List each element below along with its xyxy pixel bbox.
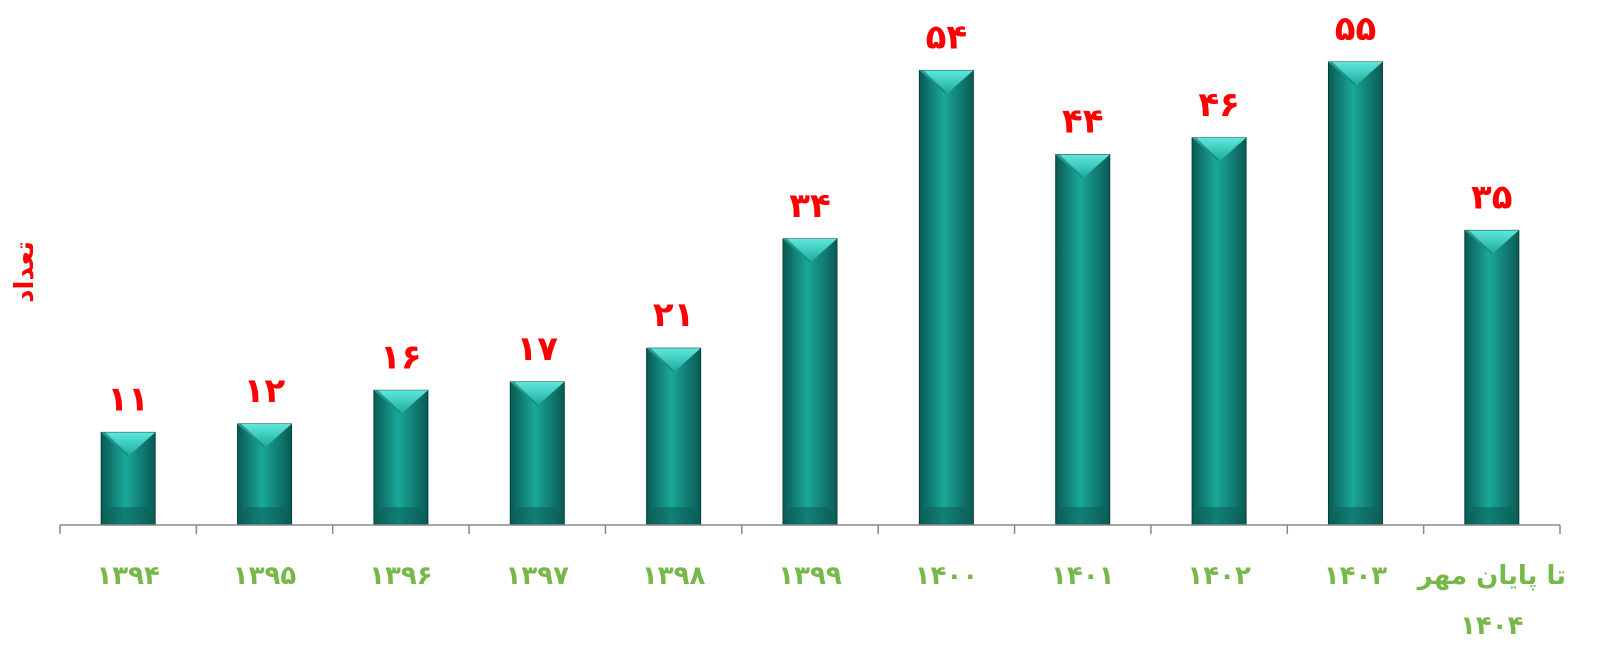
bars-layer: [100, 61, 1520, 526]
category-label: ۱۴۰۰: [915, 561, 978, 591]
bar: [237, 423, 293, 526]
bar: [1055, 154, 1111, 526]
bar-base: [1464, 507, 1519, 525]
bar-cap-shade: [783, 238, 810, 263]
bar: [373, 389, 429, 526]
bar-body: [646, 347, 702, 526]
bar-cap: [101, 432, 156, 457]
bar-cap-shade: [1192, 137, 1220, 162]
bar: [782, 238, 838, 526]
bar-cap-shade: [919, 70, 947, 95]
category-labels: ۱۳۹۴ ۱۳۹۵ ۱۳۹۶ ۱۳۹۷ ۱۳۹۸ ۱۳۹۹ ۱۴۰۰ ۱۴۰۱ ۱۴۰۲ ۱۴۰۳…: [96, 561, 1566, 641]
value-label: ۵۴: [926, 17, 968, 57]
bar-cap: [783, 238, 837, 263]
value-label: ۱۲: [244, 371, 286, 411]
value-labels: ۱۱ ۱۲ ۱۶ ۱۷ ۲۱ ۳۴ ۵۴ ۴۴ ۴۶ ۵۵ ۳۵: [107, 9, 1512, 419]
category-label: ۱۳۹۸: [642, 561, 706, 591]
bar: [646, 347, 702, 526]
bar-cap: [646, 348, 701, 373]
value-label: ۱۷: [517, 329, 559, 369]
y-axis-label: تعداد: [10, 241, 40, 303]
bar-body: [1327, 61, 1383, 526]
bar-base: [646, 507, 701, 525]
category-label: ۱۳۹۷: [506, 561, 570, 591]
bar-cap-shade: [373, 390, 401, 415]
value-label: ۴۶: [1198, 85, 1240, 125]
bar-base: [1328, 507, 1383, 525]
bar: [100, 431, 156, 526]
bar-body: [1464, 229, 1520, 526]
category-label: ۱۳۹۵: [233, 561, 297, 591]
category-label: ۱۴۰۱: [1051, 561, 1114, 591]
category-label: تا پایان مهر ۱۴۰۴: [1416, 561, 1566, 641]
bar-cap-shade: [101, 432, 129, 457]
bar-cap: [1328, 62, 1383, 86]
bar-cap: [510, 381, 565, 406]
x-axis-ticks: [59, 525, 1561, 534]
bar: [1191, 137, 1247, 526]
bar-cap-shade: [646, 348, 674, 373]
bar-cap-shade: [1055, 154, 1083, 179]
bar: [918, 69, 974, 526]
bar-cap-shade: [1464, 230, 1492, 255]
category-label: ۱۴۰۲: [1187, 561, 1251, 591]
value-label: ۳۴: [789, 186, 831, 226]
bar-cap-shade: [237, 423, 265, 448]
bar: [509, 381, 565, 526]
category-label: ۱۳۹۶: [369, 561, 432, 591]
bar-cap: [1192, 137, 1247, 162]
bar-body: [1055, 154, 1111, 526]
bar-cap: [919, 70, 974, 95]
bar-body: [918, 69, 974, 526]
bar-base: [373, 507, 428, 525]
category-label: ۱۳۹۹: [778, 561, 842, 591]
value-label: ۱۱: [107, 379, 149, 419]
bar-base: [510, 507, 565, 525]
category-label: ۱۳۹۴: [96, 561, 159, 591]
bar-cap: [237, 423, 292, 448]
value-label: ۴۴: [1062, 102, 1104, 142]
bar-base: [783, 507, 837, 525]
bar-body: [1191, 137, 1247, 526]
bar: [1327, 61, 1383, 526]
value-label: ۲۱: [653, 295, 695, 335]
bar-base: [1055, 507, 1110, 525]
bar-base: [919, 507, 974, 525]
bar-base: [1192, 507, 1247, 525]
bar-base: [237, 507, 292, 525]
bar-body: [782, 238, 838, 526]
category-label: ۱۴۰۳: [1324, 561, 1388, 591]
bar-cap-shade: [1328, 62, 1356, 86]
bar-cap: [373, 390, 428, 415]
value-label: ۳۵: [1471, 177, 1513, 217]
bar-cap: [1464, 230, 1519, 255]
value-label: ۵۵: [1335, 9, 1377, 49]
bar-base: [101, 507, 156, 525]
value-label: ۱۶: [380, 337, 422, 377]
bar-cap: [1055, 154, 1110, 179]
bar: [1464, 229, 1520, 526]
